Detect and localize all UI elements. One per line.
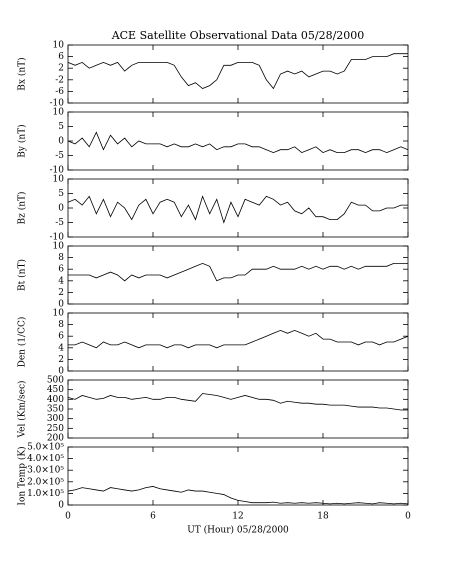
x-tick-label: 0 [65, 512, 71, 522]
y-tick-label: 10 [53, 41, 65, 51]
data-line [68, 262, 408, 282]
y-tick-label: 10 [53, 108, 65, 118]
y-tick-label: 2 [58, 355, 64, 365]
y-tick-label: 10 [53, 175, 65, 185]
x-tick-label: 0 [405, 512, 411, 522]
y-tick-label: 2 [58, 64, 64, 74]
y-tick-label: 500 [47, 376, 64, 386]
x-tick-label: 12 [232, 512, 243, 522]
data-line [67, 131, 409, 154]
y-tick-label: 0 [58, 137, 64, 147]
y-tick-label: -10 [50, 166, 65, 176]
data-line [68, 329, 409, 349]
y-tick-label: 4 [58, 343, 64, 353]
y-tick-label: 4.0×10⁵ [27, 454, 64, 464]
y-tick-label: 0 [58, 367, 64, 377]
data-line [67, 486, 409, 505]
y-tick-label: 200 [47, 434, 64, 444]
y-tick-label: 5 [58, 189, 64, 199]
plot-frame [67, 178, 409, 238]
y-tick-label: 8 [58, 320, 64, 330]
y-tick-label: 5.0×10⁵ [27, 443, 64, 453]
y-tick-label: 2.0×10⁵ [27, 477, 64, 487]
plot-frame [67, 379, 409, 439]
y-tick-label: -10 [50, 99, 65, 109]
y-tick-label: 5 [58, 122, 64, 132]
y-axis-label: Den (1/CC) [17, 317, 28, 368]
y-tick-label: -2 [55, 75, 64, 85]
y-axis-label: By (nT) [17, 124, 28, 157]
y-tick-label: 400 [47, 395, 64, 405]
y-tick-label: 2 [58, 288, 64, 298]
y-tick-label: 6 [58, 332, 64, 342]
y-tick-label: 1.0×10⁵ [27, 489, 64, 499]
plot-frame [67, 446, 409, 506]
y-tick-label: 0 [58, 501, 64, 511]
y-tick-label: 300 [47, 414, 64, 424]
y-tick-label: 6 [58, 265, 64, 275]
data-line [67, 393, 408, 411]
y-axis-label: Bx (nT) [17, 57, 28, 90]
x-axis-label: UT (Hour) 05/28/2000 [187, 525, 289, 536]
y-tick-label: 6 [58, 52, 64, 62]
data-line [67, 53, 408, 90]
y-tick-label: 0 [58, 300, 64, 310]
y-axis-label: Bz (nT) [17, 191, 28, 224]
y-tick-label: 10 [53, 242, 65, 252]
y-tick-label: 8 [58, 253, 64, 263]
x-tick-label: 18 [317, 512, 329, 522]
plot-frame [67, 111, 409, 171]
y-axis-label: Ion Temp (K) [17, 446, 28, 505]
data-line [67, 195, 408, 224]
x-tick-label: 6 [150, 512, 156, 522]
y-tick-label: 450 [47, 385, 64, 395]
chart-title: ACE Satellite Observational Data 05/28/2… [111, 29, 365, 42]
y-tick-label: -10 [50, 233, 65, 243]
y-axis-label: Bt (nT) [17, 259, 28, 291]
y-tick-label: -5 [55, 151, 64, 161]
plot-frame [67, 44, 409, 104]
y-tick-label: -5 [55, 218, 64, 228]
y-tick-label: -6 [55, 87, 64, 97]
y-tick-label: 250 [47, 424, 64, 434]
y-tick-label: 10 [53, 309, 65, 319]
y-tick-label: 350 [47, 405, 64, 415]
y-tick-label: 0 [58, 204, 64, 214]
y-axis-label: Vel (Km/sec) [17, 380, 28, 438]
y-tick-label: 3.0×10⁵ [27, 466, 64, 476]
y-tick-label: 4 [58, 276, 64, 286]
plot-frame [67, 312, 409, 372]
